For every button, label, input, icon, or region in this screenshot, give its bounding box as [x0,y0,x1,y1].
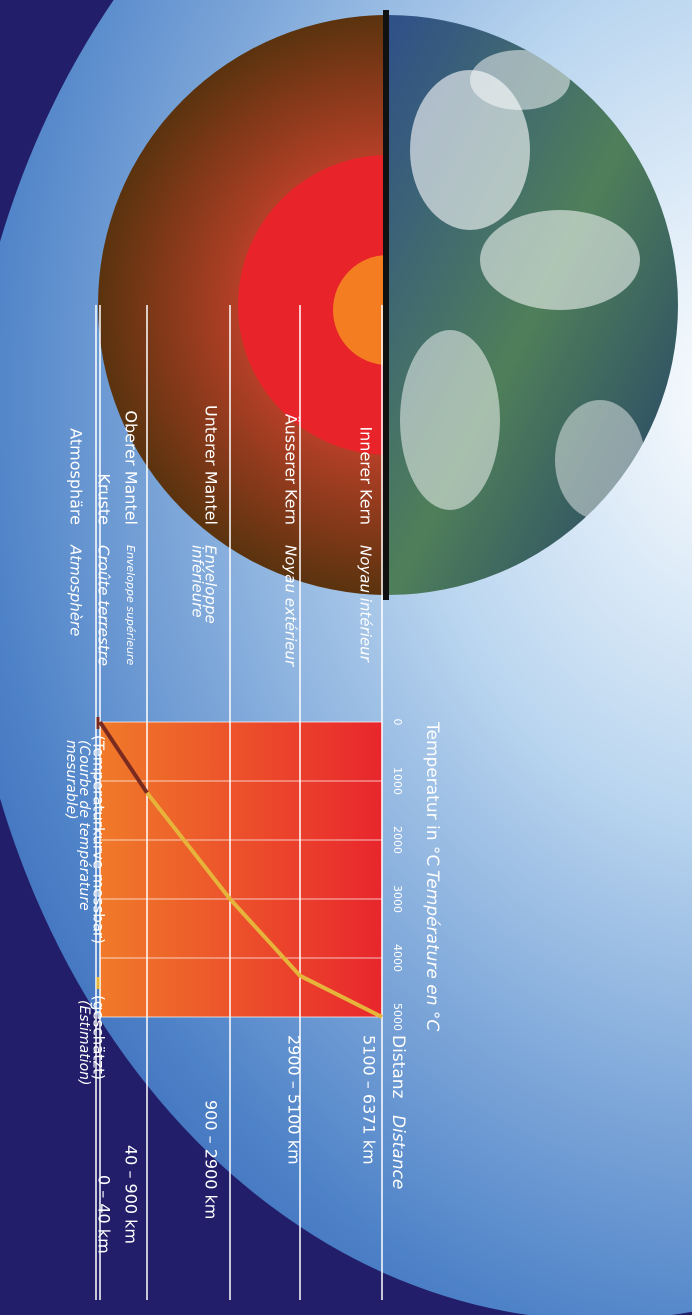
layer-name-fr: inférieure [189,545,207,618]
chart-title: Temperatur in °C [422,721,442,866]
legend-label: (Temperaturkurve messbar) [90,735,108,944]
layer-name: Innerer Kern [357,426,376,525]
tick-label: 1000 [391,767,404,795]
layer-name: Oberer Mantel [122,410,141,525]
layer-name-fr: Enveloppe supérieure [124,545,137,666]
layer-name: Unterer Mantel [202,405,221,525]
tick-label: 5000 [391,1003,404,1031]
layer-name-fr: Croûte terrestre [95,545,113,666]
layer-name-fr: Enveloppe [202,545,220,624]
legend-label-fr: (Courbe de température [76,740,92,911]
outer-core [238,155,388,455]
distance-heading-fr: Distance [388,1115,408,1189]
layer-name: Kruste [95,473,114,525]
tick-label: 4000 [391,944,404,972]
tick-label: 2000 [391,826,404,854]
layer-distance: 2900 – 5100 km [285,1035,304,1165]
chart-subtitle: Température en °C [422,870,442,1031]
layer-name: Atmosphäre [67,428,86,525]
layer-name-fr: Noyau extérieur [282,545,300,667]
layer-distance: 40 – 900 km [122,1145,141,1244]
tick-label: 0 [391,719,404,726]
temperature-curve [98,720,149,794]
layer-distance: 0 – 40 km [95,1175,114,1254]
layer-name: Äusserer Kern [282,414,301,525]
temperature-curve [145,791,383,1019]
cloud [480,210,640,310]
distance-heading: Distanz [388,1035,408,1099]
cloud [470,50,570,110]
cloud [400,330,500,510]
cloud [410,70,530,230]
layer-name-fr: Atmosphère [67,544,85,636]
layer-name-fr: Noyau intérieur [357,545,375,663]
layer-distance: 900 – 2900 km [202,1100,221,1219]
legend-label-fr: mesurable) [63,740,79,820]
legend-label-fr: (Estimation) [76,1000,92,1085]
tick-label: 3000 [391,885,404,913]
temperature-area [100,722,382,1017]
inner-core [333,255,388,365]
legend-label: (geschätzt) [90,995,108,1080]
layer-distance: 5100 – 6371 km [360,1035,379,1165]
